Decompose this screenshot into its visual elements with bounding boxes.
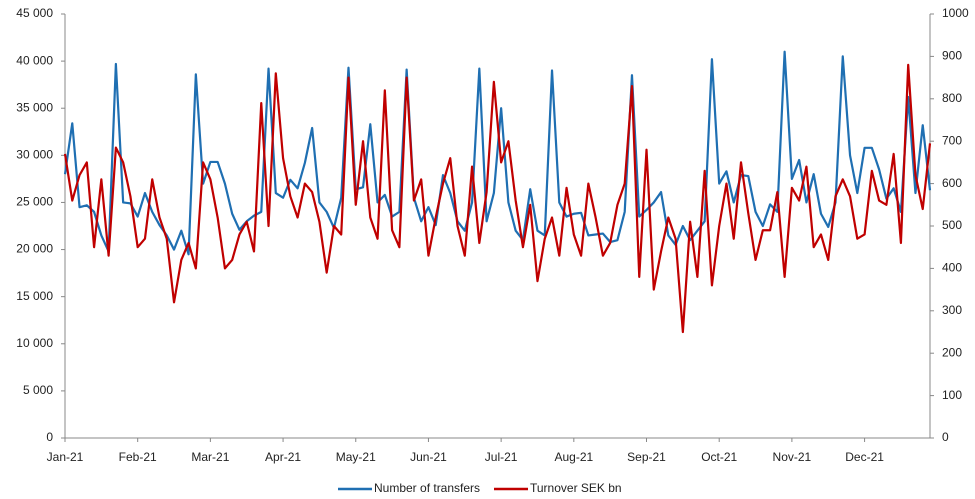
y2-tick-label: 900: [942, 49, 962, 63]
y-tick-label: 45 000: [16, 6, 53, 20]
x-tick-label: Apr-21: [265, 450, 301, 464]
x-tick-label: Mar-21: [191, 450, 229, 464]
y-tick-label: 25 000: [16, 195, 53, 209]
y-tick-label: 5 000: [23, 383, 53, 397]
y2-tick-label: 200: [942, 345, 962, 359]
x-tick-label: Jun-21: [410, 450, 447, 464]
y2-tick-label: 400: [942, 261, 962, 275]
y-tick-label: 15 000: [16, 289, 53, 303]
y2-tick-label: 700: [942, 133, 962, 147]
x-tick-label: Jul-21: [485, 450, 518, 464]
series-line: [63, 50, 932, 256]
x-tick-label: Dec-21: [845, 450, 884, 464]
y2-tick-label: 500: [942, 218, 962, 232]
y-tick-label: 30 000: [16, 148, 53, 162]
y2-tick-label: 100: [942, 388, 962, 402]
y-tick-label: 10 000: [16, 336, 53, 350]
x-tick-label: May-21: [336, 450, 376, 464]
series-line: [63, 63, 932, 334]
y2-tick-label: 1000: [942, 6, 969, 20]
y-tick-label: 20 000: [16, 242, 53, 256]
y2-tick-label: 600: [942, 176, 962, 190]
x-tick-label: Nov-21: [773, 450, 812, 464]
x-tick-label: Jan-21: [47, 450, 84, 464]
y-tick-label: 0: [46, 430, 53, 444]
x-tick-label: Aug-21: [554, 450, 593, 464]
x-tick-label: Sep-21: [627, 450, 666, 464]
y2-tick-label: 0: [942, 430, 949, 444]
x-tick-label: Feb-21: [119, 450, 157, 464]
y2-tick-label: 300: [942, 303, 962, 317]
y-tick-label: 35 000: [16, 100, 53, 114]
y2-tick-label: 800: [942, 91, 962, 105]
legend-label: Number of transfers: [374, 481, 480, 495]
legend-label: Turnover SEK bn: [530, 481, 622, 495]
y-tick-label: 40 000: [16, 53, 53, 67]
x-tick-label: Oct-21: [701, 450, 737, 464]
